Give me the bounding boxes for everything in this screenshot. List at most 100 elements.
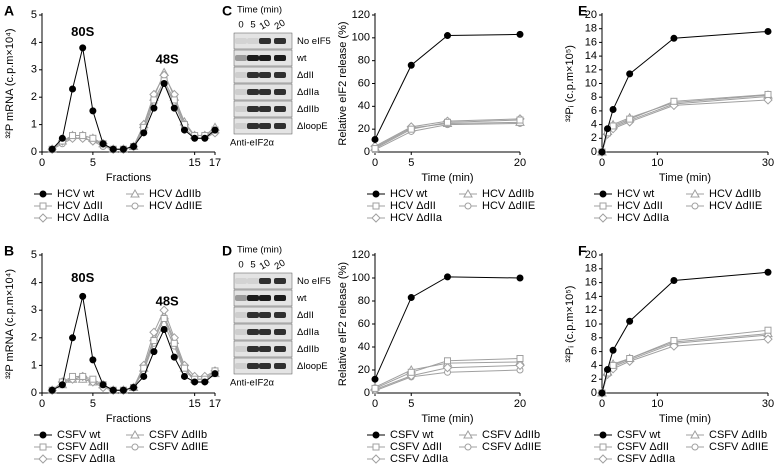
blot-band	[235, 123, 247, 129]
blot-band	[235, 295, 247, 301]
x-tick-label: 15	[189, 157, 201, 169]
x-tick-label: 17	[209, 398, 221, 410]
point	[609, 346, 617, 354]
point	[211, 370, 219, 378]
legend-label: HCV ΔdIIb	[709, 188, 761, 200]
legend-label: CSFV ΔdIIE	[482, 441, 541, 453]
point	[69, 372, 77, 380]
legend-label: CSFV ΔdII	[390, 441, 442, 453]
legend-marker	[130, 429, 140, 439]
blot-title: Time (min)	[237, 245, 282, 256]
legend-label: CSFV ΔdIIa	[57, 453, 116, 465]
y-tick-label: 20	[358, 364, 370, 376]
legend-marker	[372, 190, 380, 198]
row-label: No eIF5	[297, 276, 331, 287]
series-line	[374, 276, 521, 380]
point	[160, 314, 168, 322]
point	[109, 145, 117, 153]
legend-marker	[372, 202, 380, 210]
y-tick-label: 4	[31, 36, 37, 48]
legend-marker	[38, 454, 48, 464]
y-tick-label: 20	[585, 9, 597, 21]
y-tick-label: 6	[591, 346, 597, 358]
point	[670, 277, 678, 285]
blot-band	[274, 55, 286, 61]
blot-band	[235, 106, 247, 112]
point	[140, 372, 148, 380]
series-line	[601, 334, 769, 394]
point	[180, 126, 188, 134]
blot-band	[274, 123, 286, 129]
blot-band	[259, 55, 271, 61]
legend-label: HCV wt	[390, 188, 427, 200]
row-label: ΔdII	[297, 310, 314, 321]
legend-label: HCV ΔdII	[390, 200, 436, 212]
y-tick-label: 18	[585, 23, 597, 35]
point	[160, 80, 168, 87]
point	[191, 134, 199, 142]
legend-marker	[599, 443, 607, 451]
y-tick-label: 1	[31, 359, 37, 371]
x-axis-label: Fractions	[106, 413, 152, 425]
panel-label: A	[4, 3, 14, 19]
legend-label: HCV ΔdIIa	[617, 212, 670, 224]
x-axis-label: Time (min)	[421, 413, 473, 425]
blot-band	[274, 106, 286, 112]
legend-label: CSFV ΔdIIE	[709, 441, 768, 453]
series-line	[601, 271, 769, 394]
y-axis-label: ³²Pᵢ (c.p.m×10⁵)	[564, 45, 576, 122]
point	[371, 135, 379, 143]
point	[201, 134, 209, 142]
legend-marker	[131, 443, 139, 451]
lane-label: 0	[238, 260, 243, 271]
blot-band	[235, 346, 247, 352]
point	[89, 107, 97, 115]
point	[170, 104, 178, 112]
y-tick-label: 2	[591, 132, 597, 144]
blot-band	[235, 55, 247, 61]
y-tick-label: 14	[585, 50, 597, 62]
legend-label: HCV wt	[57, 188, 94, 200]
x-tick-label: 5	[90, 157, 96, 169]
y-tick-label: 0	[31, 146, 37, 158]
y-tick-label: 60	[358, 318, 370, 330]
legend-label: HCV ΔdIIE	[482, 200, 535, 212]
legend-label: HCV ΔdIIb	[149, 188, 201, 200]
y-tick-label: 100	[352, 32, 370, 44]
legend-label: CSFV ΔdIIa	[617, 453, 676, 465]
legend-marker	[599, 431, 607, 439]
blot-band	[235, 312, 247, 318]
series-line	[374, 358, 521, 389]
y-tick-label: 3	[31, 304, 37, 316]
point	[130, 143, 138, 151]
row-label: ΔdIIa	[297, 327, 320, 338]
legend-marker	[39, 443, 47, 451]
point	[670, 34, 678, 42]
legend-label: CSFV ΔdIIa	[390, 453, 449, 465]
legend-marker	[130, 188, 140, 198]
y-tick-label: 8	[591, 91, 597, 103]
point	[626, 70, 634, 78]
y-axis-label: ³²Pᵢ (c.p.m×10⁵)	[564, 286, 576, 363]
legend-marker	[39, 431, 47, 439]
legend-label: CSFV ΔdIIb	[482, 429, 540, 441]
point	[598, 389, 606, 397]
x-tick-label: 5	[90, 398, 96, 410]
blot-band	[247, 55, 259, 61]
legend-marker	[39, 190, 47, 198]
point	[609, 361, 617, 369]
point	[670, 97, 678, 105]
x-tick-label: 15	[189, 398, 201, 410]
series-line	[374, 122, 521, 151]
x-tick-label: 0	[39, 398, 45, 410]
point	[211, 126, 219, 134]
blot-band	[235, 278, 247, 284]
blot-band	[274, 363, 286, 369]
y-tick-label: 12	[585, 64, 597, 76]
blot-band	[259, 312, 271, 318]
blot-band	[274, 89, 286, 95]
series-line	[374, 33, 521, 140]
y-axis-label: ³²P mRNA (c.p.m×10⁴)	[4, 29, 16, 139]
legend-label: HCV ΔdIIE	[149, 200, 202, 212]
point	[149, 327, 159, 337]
